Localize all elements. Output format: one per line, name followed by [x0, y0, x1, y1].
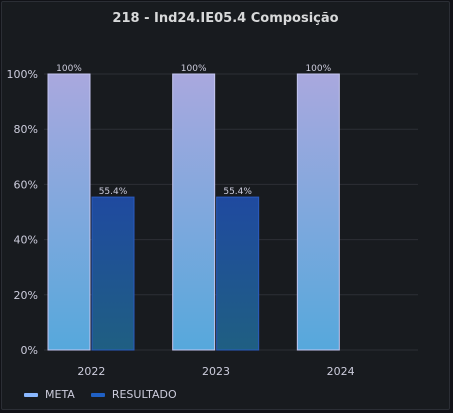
y-tick-label: 20%	[14, 289, 38, 302]
x-tick-label: 2022	[77, 365, 105, 378]
legend-swatch-resultado	[90, 392, 105, 397]
y-axis: 0% 20% 40% 60% 80% 100%	[7, 68, 38, 357]
panel-title: 218 - Ind24.IE05.4 Composição	[112, 11, 339, 26]
data-label-meta-2024: 100%	[305, 64, 331, 74]
data-labels: 100% 55.4% 100% 55.4% 100%	[56, 64, 332, 197]
data-label-resultado-2023: 55.4%	[223, 187, 252, 197]
legend-swatch-meta	[24, 392, 38, 397]
bar-meta-2022[interactable]	[47, 73, 91, 351]
bar-meta-2023[interactable]	[172, 73, 216, 351]
bar-meta-2024[interactable]	[296, 73, 340, 351]
bars	[47, 73, 340, 351]
x-axis: 2022 2023 2024	[77, 365, 354, 378]
y-tick-label: 60%	[14, 178, 38, 191]
y-tick-label: 0%	[21, 344, 38, 357]
legend-label-resultado: RESULTADO	[111, 388, 177, 401]
y-tick-label: 80%	[14, 123, 38, 136]
legend-item-resultado[interactable]: RESULTADO	[90, 388, 177, 401]
data-label-resultado-2022: 55.4%	[99, 187, 128, 197]
bar-resultado-2023[interactable]	[216, 196, 260, 351]
legend-label-meta: META	[45, 388, 75, 401]
x-tick-label: 2023	[202, 365, 230, 378]
legend: META RESULTADO	[24, 388, 177, 401]
y-tick-label: 40%	[14, 234, 38, 247]
bar-resultado-2022[interactable]	[91, 196, 135, 351]
x-tick-label: 2024	[327, 365, 355, 378]
data-label-meta-2022: 100%	[56, 64, 82, 74]
y-tick-label: 100%	[7, 68, 38, 81]
data-label-meta-2023: 100%	[181, 64, 207, 74]
legend-item-meta[interactable]: META	[24, 388, 75, 401]
